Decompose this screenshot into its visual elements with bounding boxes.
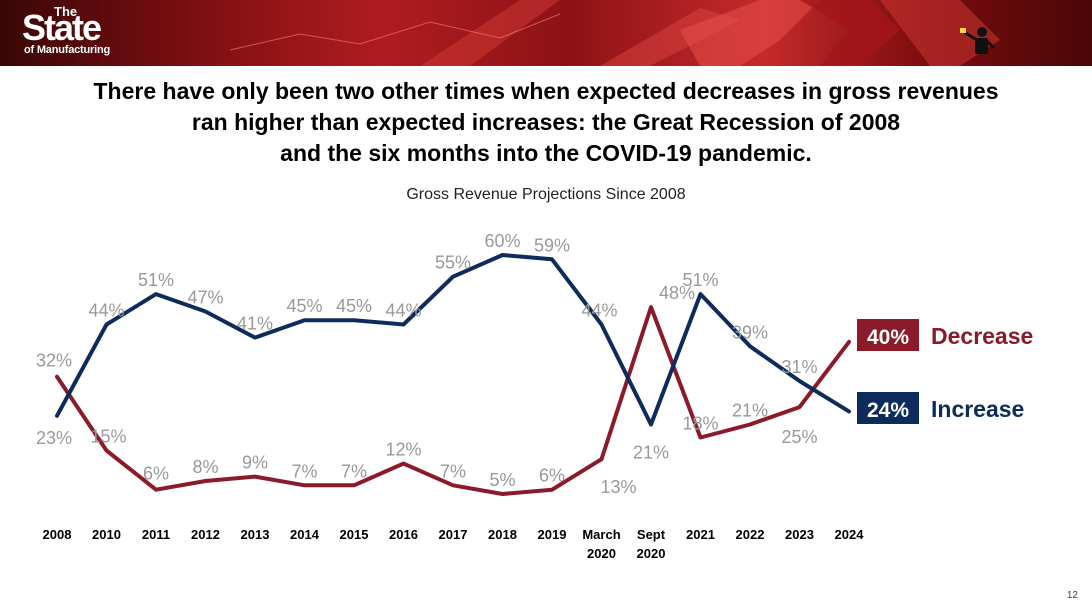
data-label-increase: 59% [534,235,570,255]
end-badge-value-increase: 24% [867,399,909,422]
x-tick-label: 2015 [340,527,369,542]
data-label-increase: 45% [336,296,372,316]
end-badge-increase [857,392,919,424]
header-banner: The State of Manufacturing [0,0,1092,66]
x-tick-label: 2021 [686,527,715,542]
x-tick-label: 2017 [439,527,468,542]
x-tick-label: 2016 [389,527,418,542]
x-tick-label: 2014 [290,527,320,542]
data-label-increase: 60% [484,231,520,251]
series-line-decrease [55,305,851,496]
banner-graphic [229,0,1000,66]
headline-line-3: and the six months into the COVID-19 pan… [280,140,812,166]
data-label-decrease: 7% [341,461,367,481]
data-label-decrease: 9% [242,453,268,473]
data-label-increase: 45% [286,296,322,316]
x-tick-label: Sept [637,527,666,542]
x-tick-label: 2011 [142,527,170,542]
data-label-increase: 44% [581,301,617,321]
x-tick-label: 2020 [637,546,666,561]
data-label-increase: 55% [435,253,471,273]
data-label-decrease: 8% [192,457,218,477]
x-tick-label: 2020 [587,546,616,561]
data-label-decrease: 21% [732,400,768,420]
data-label-decrease: 6% [539,466,565,486]
chart-title: Gross Revenue Projections Since 2008 [406,186,686,203]
data-label-decrease: 7% [440,461,466,481]
x-tick-label: 2019 [538,527,567,542]
x-tick-label: 2022 [736,527,765,542]
x-tick-label: 2024 [835,527,865,542]
data-label-decrease: 48% [659,283,695,303]
data-label-decrease: 18% [682,414,718,434]
data-label-increase: 44% [88,301,124,321]
headline-line-1: There have only been two other times whe… [93,78,999,104]
series-name-increase: Increase [931,396,1024,422]
data-label-increase: 21% [633,442,669,462]
data-label-decrease: 15% [90,427,126,447]
data-label-decrease: 7% [291,461,317,481]
page-number: 12 [1066,590,1078,601]
x-tick-label: March [582,527,620,542]
data-label-decrease: 6% [143,464,169,484]
x-tick-label: 2013 [241,527,270,542]
data-label-decrease: 12% [385,440,421,460]
series-name-decrease: Decrease [931,323,1033,349]
data-label-increase: 51% [138,270,174,290]
logo: The State of Manufacturing [22,4,142,62]
data-label-increase: 41% [237,314,273,334]
data-label-increase: 39% [732,322,768,342]
headline: There have only been two other times whe… [20,76,1072,169]
logo-state: State [22,7,102,48]
series-line-increase [55,253,851,427]
end-badge-decrease [857,319,919,351]
logo-the: The [54,4,78,19]
x-tick-label: 2010 [92,527,121,542]
data-label-increase: 44% [385,301,421,321]
data-label-increase: 23% [36,428,72,448]
worker-figure-icon [960,27,996,54]
x-tick-label: 2012 [191,527,220,542]
end-badge-value-decrease: 40% [867,326,909,349]
data-label-increase: 31% [781,357,817,377]
data-label-decrease: 13% [600,477,636,497]
data-label-decrease: 32% [36,351,72,371]
x-tick-label: 2018 [488,527,517,542]
x-tick-label: 2023 [785,527,814,542]
data-label-decrease: 25% [781,427,817,447]
data-label-increase: 47% [187,287,223,307]
headline-line-2: ran higher than expected increases: the … [191,109,901,135]
x-tick-label: 2008 [43,527,72,542]
data-label-increase: 51% [682,270,718,290]
logo-subtitle: of Manufacturing [24,44,111,56]
data-label-decrease: 5% [489,470,515,490]
